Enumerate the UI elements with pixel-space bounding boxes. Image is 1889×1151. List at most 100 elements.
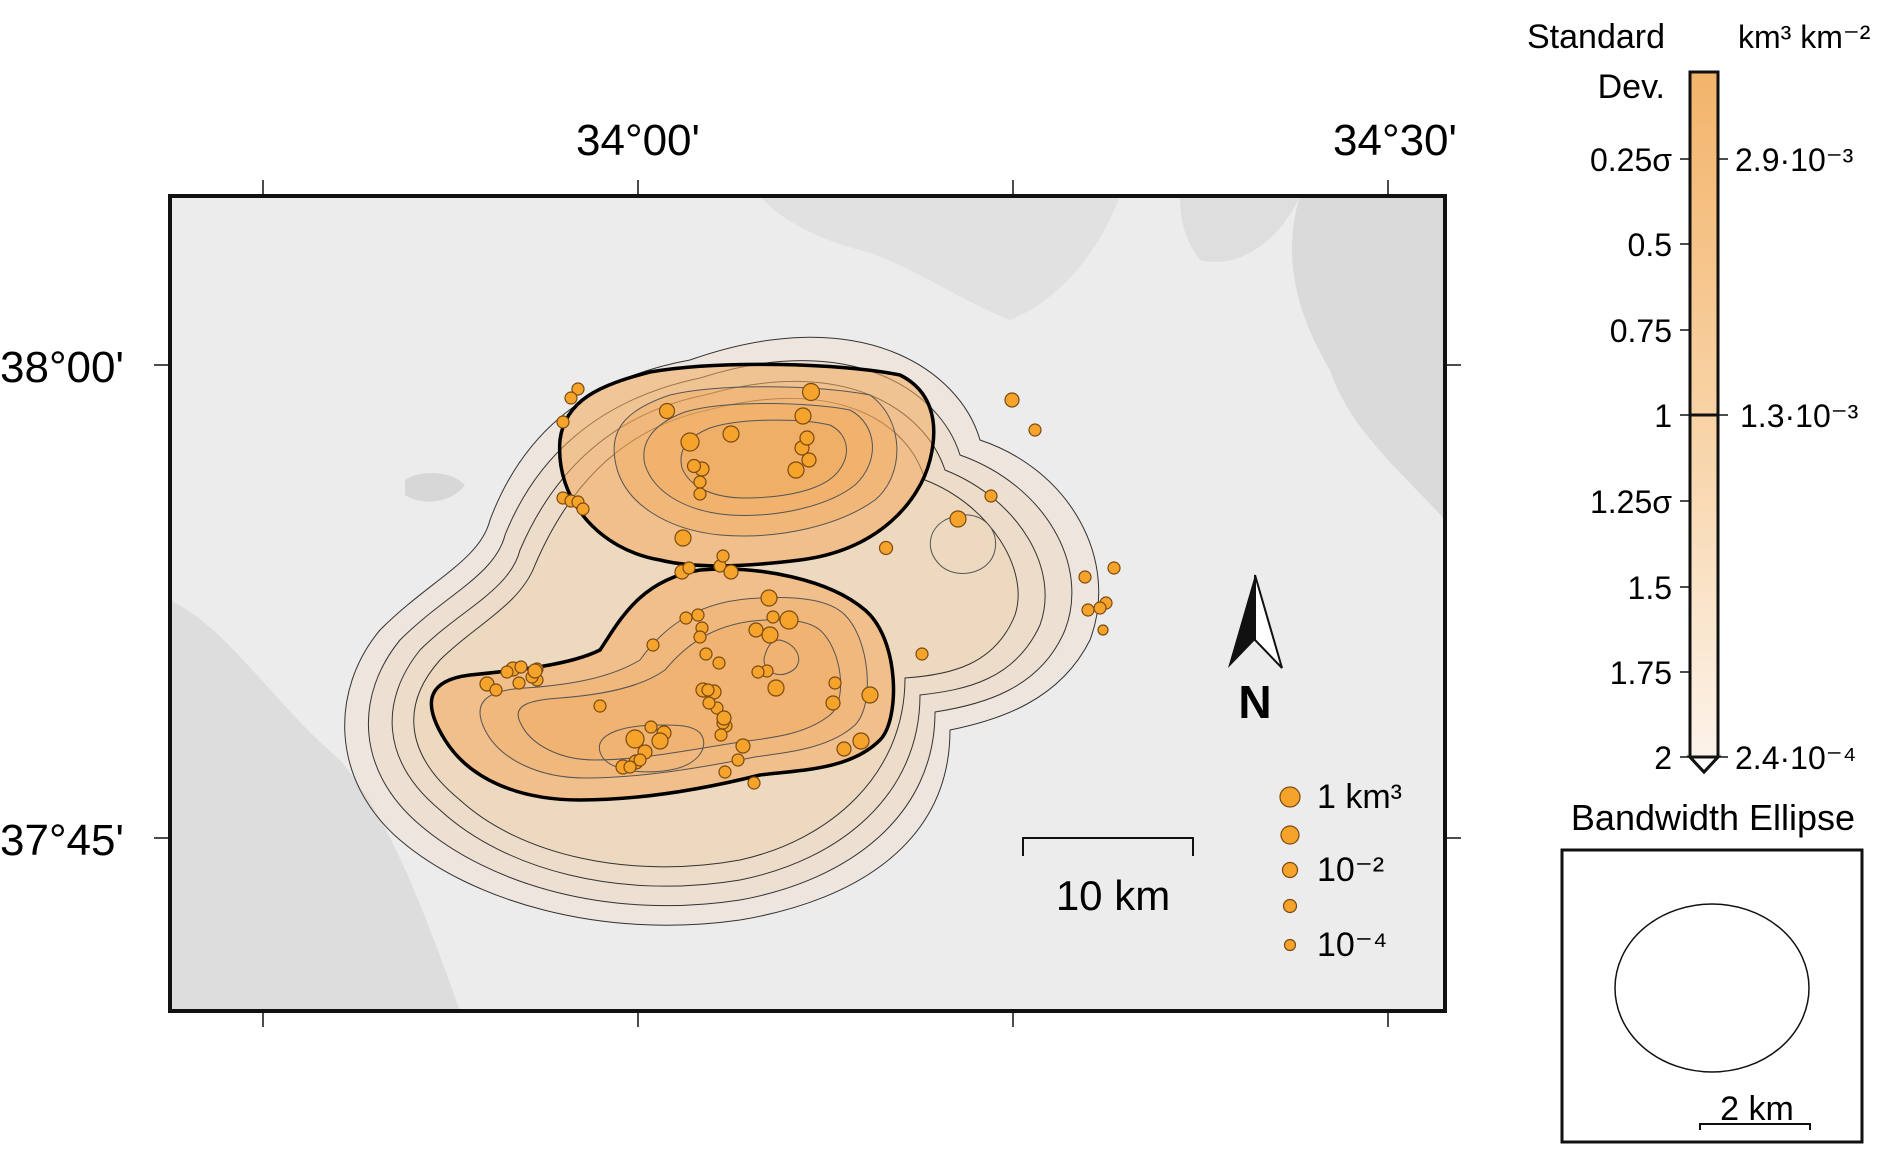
lat-label-37-45: 37°45' [0,816,124,865]
vent-marker [691,608,705,622]
legend-circle-3 [1281,861,1299,879]
colorbar-triangle [1686,755,1722,775]
vent-marker [751,665,765,679]
map-frame [168,194,1447,1013]
legend-circle-1 [1279,786,1301,808]
vent-marker [680,432,700,452]
colorbar-ticks [1680,158,1728,758]
bandwidth-scale-label: 2 km [1720,1090,1794,1128]
vent-marker [512,676,526,690]
vent-marker [1097,624,1109,636]
colorbar-right-title: km³ km⁻² [1738,19,1871,55]
map-panel: 34°00' 34°30' 38°00' 37°45' N 10 km 1 km… [0,116,1461,1027]
vent-marker [767,679,785,697]
vent-marker [825,695,841,711]
vent-marker [712,656,726,670]
cb-left-tick-4: 1 [1654,398,1672,434]
vent-marker [644,720,658,734]
vent-marker [658,402,676,420]
bandwidth-frame [1560,848,1864,1144]
vent-marker [747,776,761,790]
vent-marker [1107,561,1121,575]
north-label: N [1238,676,1271,728]
vent-marker [693,487,707,501]
vent-marker [735,738,751,754]
scale-bar [1022,837,1194,856]
colorbar-left-title-2: Dev. [1598,68,1665,106]
vent-marker [878,540,894,556]
north-arrow-icon [1228,574,1283,669]
vent-marker [861,686,879,704]
vent-marker [571,382,585,396]
vent-marker [836,741,852,757]
vent-marker [794,407,812,425]
vent-marker [799,430,815,446]
map-ticks [154,180,1461,1027]
lon-label-34-30: 34°30' [1333,116,1457,165]
legend-label-3: 10⁻² [1317,851,1384,889]
cb-left-tick-7: 1.75 [1610,655,1672,691]
vent-marker [564,391,578,405]
vent-marker [1004,392,1020,408]
vent-marker [748,622,764,638]
cb-left-tick-2: 0.5 [1628,227,1672,263]
vent-marker [716,549,730,563]
bandwidth-scale-bar [1699,1123,1811,1130]
lon-label-34-00: 34°00' [576,116,700,165]
legend-circle-2 [1280,825,1300,845]
vent-marker [761,626,779,644]
colorbar-left-ticks: 0.25σ 0.5 0.75 1 1.25σ 1.5 1.75 2 [1590,142,1672,776]
vent-marker [682,561,696,575]
vent-marker [915,647,929,661]
vent-marker [766,610,780,624]
cb-left-tick-6: 1.5 [1628,570,1672,606]
vent-marker [679,611,693,625]
vent-marker [693,475,707,489]
cb-left-tick-3: 0.75 [1610,313,1672,349]
vent-marker [722,425,740,443]
bandwidth-panel: Bandwidth Ellipse 2 km [1560,797,1864,1144]
bandwidth-ellipse [1614,903,1810,1073]
vent-marker [623,760,637,774]
vent-marker [500,665,514,679]
vent-marker [760,589,778,607]
vent-marker [674,529,692,547]
vent-marker [646,638,660,652]
colorbar-left-title-1: Standard [1527,18,1665,56]
vent-marker [718,765,732,779]
vent-marker [701,683,715,697]
relief-shading [170,196,1445,1011]
vent-marker [1093,601,1107,615]
vent-marker [1028,423,1042,437]
vent-marker [527,663,543,679]
size-legend: 1 km³ 10⁻² 10⁻⁴ [1279,778,1402,964]
vent-marker [828,676,842,690]
vent-marker [716,710,732,726]
legend-label-1: 1 km³ [1317,778,1402,816]
legend-circle-5 [1283,938,1297,952]
legend-circle-4 [1282,898,1298,914]
cb-right-tick-2: 1.3·10⁻³ [1740,398,1859,434]
vent-marker [693,630,707,644]
vent-marker [714,728,728,742]
cb-left-tick-5: 1.25σ [1590,484,1672,520]
vent-marker [702,696,716,710]
vent-marker [801,452,817,468]
vent-marker [699,647,713,661]
vent-marker [787,461,805,479]
cb-left-tick-1: 0.25σ [1590,142,1672,178]
vent-marker [686,458,702,474]
vent-marker [801,382,821,402]
colorbar-bar [1688,70,1720,775]
vent-marker [1078,570,1092,584]
scale-bar-label: 10 km [1056,872,1170,919]
vent-marker [852,732,870,750]
vent-marker [556,415,570,429]
cb-right-tick-1: 2.9·10⁻³ [1735,142,1854,178]
vent-marker [779,610,799,630]
density-contours [344,336,1100,926]
vent-marker [731,753,745,767]
vent-marker [651,732,669,750]
bandwidth-title: Bandwidth Ellipse [1571,797,1855,838]
